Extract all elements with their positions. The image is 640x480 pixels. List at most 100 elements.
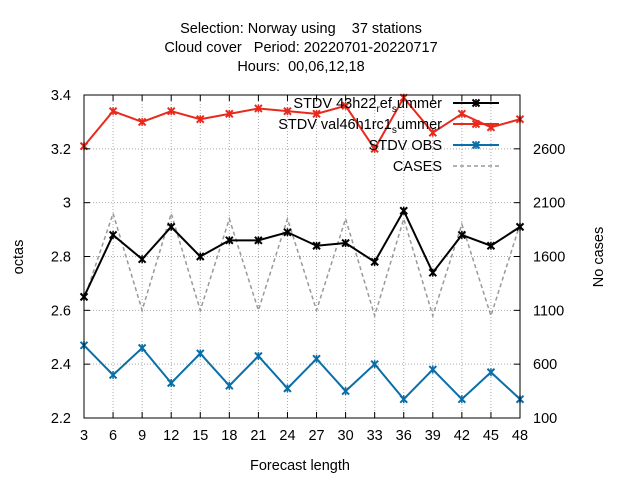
x-tick-label: 24	[279, 428, 295, 444]
legend-entry: STDV val46h1rc1summer	[278, 117, 499, 136]
x-tick-label: 9	[138, 428, 146, 444]
data-point	[108, 370, 118, 380]
data-point	[166, 378, 176, 388]
x-tick-label: 48	[512, 428, 528, 444]
x-tick-label: 15	[192, 428, 208, 444]
data-point	[428, 268, 438, 277]
data-point	[312, 354, 321, 363]
data-point	[283, 106, 292, 116]
series-line	[83, 95, 521, 151]
data-point	[137, 117, 147, 127]
legend-label-part: s	[392, 125, 397, 136]
data-point	[166, 222, 176, 232]
series-line	[83, 344, 521, 401]
legend-label-part: ummer	[397, 96, 442, 112]
y2-tick-label: 1100	[533, 303, 564, 319]
x-tick-label: 18	[221, 428, 237, 444]
x-tick-label: 21	[250, 428, 266, 444]
data-point	[341, 386, 350, 396]
data-point	[399, 206, 408, 215]
y2-tick-label: 600	[533, 357, 557, 373]
chart-title-line-1: Selection: Norway using 37 stations	[180, 21, 422, 37]
legend-marker	[471, 140, 481, 150]
data-point	[486, 241, 496, 250]
y-tick-label: 2.8	[51, 250, 71, 266]
data-point	[341, 238, 350, 248]
series-layer	[79, 93, 525, 404]
legend-label-part: STDV 43h22	[293, 96, 376, 112]
x-tick-label: 36	[396, 428, 412, 444]
data-point	[428, 128, 438, 137]
ticks: 3 6 9 12 15 18 21 24 27 30 33 36 39 42 45 482.22.42.62.…	[51, 88, 565, 444]
data-point	[370, 359, 379, 369]
data-point	[283, 384, 292, 393]
legend-label: STDV 43h22refsummer	[293, 96, 442, 115]
y2-axis-label: No cases	[591, 227, 607, 287]
data-point	[254, 236, 263, 245]
x-tick-label: 42	[454, 428, 470, 444]
data-point	[457, 109, 467, 119]
series-stdv-43h22-ref-summer	[79, 206, 525, 302]
data-point	[196, 252, 205, 261]
data-point	[225, 381, 234, 390]
x-tick-label: 12	[163, 428, 179, 444]
legend-entry: STDV OBS	[369, 138, 499, 154]
y-tick-label: 2.2	[51, 411, 71, 427]
data-point	[166, 106, 176, 116]
data-point	[196, 115, 205, 124]
chart-title-line-3: Hours: 00,06,12,18	[237, 59, 364, 75]
data-point	[225, 236, 234, 245]
data-point	[137, 343, 147, 353]
y2-tick-label: 100	[533, 411, 557, 427]
legend-label: STDV val46h1rc1summer	[278, 117, 442, 136]
data-point	[457, 394, 467, 404]
x-tick-label: 3	[80, 428, 88, 444]
data-point	[108, 106, 118, 116]
series-line	[83, 210, 521, 319]
legend-label: STDV OBS	[369, 138, 442, 154]
chart-title-line-2: Cloud cover Period: 20220701-20220717	[164, 40, 437, 56]
legend-label-part: ummer	[397, 117, 442, 133]
y2-tick-label: 2100	[533, 196, 565, 212]
x-tick-label: 6	[109, 428, 117, 444]
data-point	[370, 257, 379, 267]
data-point	[254, 351, 263, 361]
legend-label: CASES	[393, 159, 442, 175]
x-tick-label: 39	[425, 428, 441, 444]
x-tick-label: 27	[308, 428, 324, 444]
data-point	[225, 109, 234, 119]
data-point	[283, 228, 292, 237]
data-point	[399, 394, 408, 404]
legend-label-part: STDV val46h1rc1	[278, 117, 392, 133]
y-tick-label: 2.4	[51, 357, 71, 373]
legend-entry: CASES	[393, 159, 499, 175]
data-point	[312, 241, 321, 250]
legend-entry: STDV 43h22refsummer	[293, 96, 499, 115]
legend-marker	[471, 119, 481, 129]
grid	[84, 95, 520, 418]
y-tick-label: 3.2	[51, 142, 71, 158]
y-tick-label: 3.4	[51, 88, 71, 104]
plot-frame	[83, 94, 521, 419]
data-point	[137, 254, 147, 264]
data-point	[312, 109, 321, 119]
series-stdv-obs	[79, 341, 525, 404]
y-tick-label: 3	[63, 196, 71, 212]
series-stdv-val46h1rc1-summer	[79, 93, 525, 154]
legend-label-part: ef	[380, 96, 393, 112]
x-tick-label: 30	[338, 428, 354, 444]
data-point	[254, 104, 263, 113]
data-point	[428, 365, 438, 374]
legend-marker	[471, 98, 481, 108]
series-line	[83, 208, 521, 298]
y2-tick-label: 2600	[533, 142, 565, 158]
y-axis-label: octas	[11, 240, 27, 275]
data-point	[370, 144, 379, 154]
x-axis-label: Forecast length	[250, 458, 350, 474]
data-point	[486, 368, 496, 377]
legend-label-part: s	[392, 104, 397, 115]
series-cases	[83, 210, 521, 319]
y-tick-label: 2.6	[51, 303, 71, 319]
